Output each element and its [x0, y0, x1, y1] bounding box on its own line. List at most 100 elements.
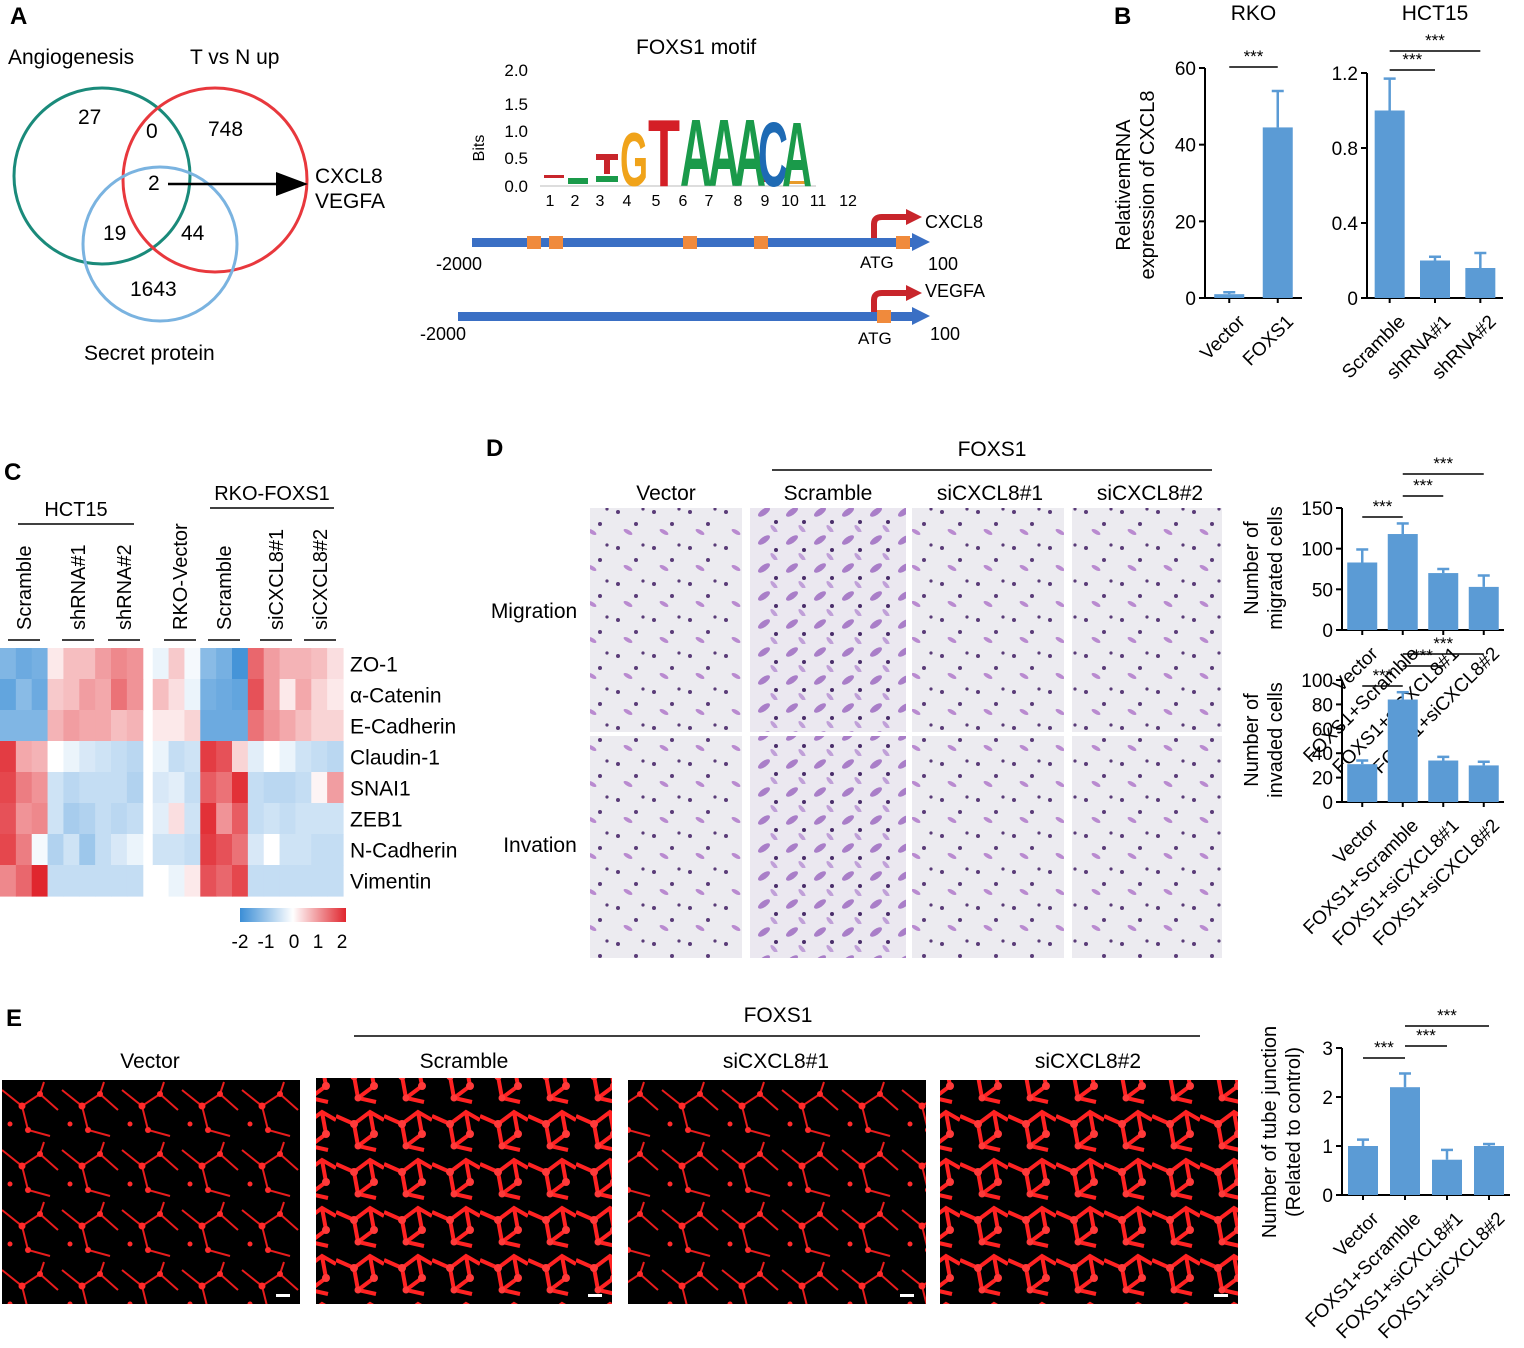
heatmap-cell: [232, 679, 249, 711]
heatmap-cell: [31, 834, 49, 866]
venn-set3-label: Secret protein: [84, 342, 215, 365]
heatmap-cell: [200, 772, 217, 804]
chart-d-invasion-significance-label: ***: [1433, 634, 1453, 653]
heatmap-cell: [111, 834, 128, 866]
binding-site: [877, 310, 891, 323]
heatmap-cell: [126, 710, 144, 742]
heatmap-cell: [168, 710, 186, 742]
chart-b-hct15-bar: [1374, 110, 1405, 298]
heatmap-cell: [47, 772, 65, 804]
heatmap-cell: [232, 865, 249, 897]
panel-c-letter: C: [4, 459, 21, 486]
heatmap-cell: [279, 772, 297, 804]
promoter-atg-label: ATG: [860, 253, 894, 272]
heatmap-cell: [0, 679, 17, 711]
heatmap-cell: [311, 834, 328, 866]
micrograph-migration-sicxcl8-2: [1072, 508, 1222, 732]
heatmap-cell: [152, 679, 170, 711]
condition-label: Scramble: [784, 482, 873, 505]
binding-site: [754, 236, 768, 249]
motif-ylabel: Bits: [471, 135, 488, 162]
heatmap-group1-label: HCT15: [44, 499, 107, 521]
heatmap-cell: [247, 741, 265, 773]
venn-circle-angiogenesis: [12, 86, 192, 266]
panel-a-letter: A: [10, 3, 27, 30]
motif-positions: 1 2 3 4 5 6 7 8 9 10 11 12: [546, 193, 857, 210]
heatmap: [0, 648, 344, 897]
heatmap-color-scale: [240, 908, 346, 922]
promoter-atg-label: ATG: [858, 329, 892, 348]
scale-label: 1: [313, 932, 324, 953]
heatmap-cell: [232, 772, 249, 804]
tss-arrow: [871, 214, 908, 238]
scale-label: -1: [258, 932, 275, 953]
binding-site: [896, 236, 910, 249]
binding-site: [683, 236, 697, 249]
chart-b-rko-title: RKO: [1231, 2, 1277, 25]
chart-b-rko-category-label: FOXS1: [1239, 311, 1298, 370]
motif-position: 3: [596, 193, 605, 210]
heatmap-gene-label: α-Catenin: [350, 685, 442, 708]
condition-label: Vector: [636, 482, 696, 505]
heatmap-column-label: RKO-Vector: [170, 523, 192, 630]
chart-d-invasion-ytick-label: 0: [1322, 793, 1333, 814]
panel-e: E FOXS1 Vector Scramble siCXCL8#1 siCXCL…: [2, 1004, 1510, 1343]
scale-bar: [900, 1294, 914, 1297]
heatmap-cell: [152, 710, 170, 742]
heatmap-cell: [327, 648, 344, 680]
chart-d-invasion-ytick-label: 80: [1312, 695, 1333, 716]
scale-bar: [1214, 1294, 1228, 1297]
heatmap-cell: [111, 803, 128, 835]
heatmap-cell: [15, 648, 33, 680]
heatmap-cell: [168, 865, 186, 897]
chart-e-tube-bar: [1390, 1087, 1420, 1195]
scale-label: -2: [232, 932, 249, 953]
venn-diagram: Angiogenesis T vs N up Secret protein 27…: [8, 46, 385, 365]
panel-b-ylabel-line2: expression of CXCL8: [1137, 91, 1159, 280]
heatmap-cell: [279, 648, 297, 680]
tube-condition-label: siCXCL8#1: [723, 1050, 829, 1073]
heatmap-cell: [95, 648, 112, 680]
heatmap-cell: [311, 803, 328, 835]
heatmap-cell: [95, 710, 112, 742]
micrograph-migration-sicxcl8-1: [912, 508, 1064, 732]
venn-count-angio-only: 27: [78, 106, 101, 129]
heatmap-cell: [31, 865, 49, 897]
row-label-invasion: Invation: [503, 834, 577, 857]
heatmap-cell: [0, 741, 17, 773]
heatmap-cell: [327, 803, 344, 835]
heatmap-cell: [63, 803, 80, 835]
heatmap-gene-label: ZO-1: [350, 654, 398, 677]
heatmap-cell: [31, 803, 49, 835]
venn-count-tvsn-only: 748: [208, 118, 243, 141]
chart-d-migration-ytick-label: 150: [1301, 499, 1333, 520]
heatmap-cell: [311, 772, 328, 804]
heatmap-cell: [295, 772, 312, 804]
chart-d-invasion-ylabel-2: invaded cells: [1265, 682, 1287, 798]
heatmap-cell: [311, 648, 328, 680]
binding-site: [527, 236, 541, 249]
tube-image-sicxcl8-2: [940, 1080, 1238, 1304]
chart-d-migration-significance-label: ***: [1373, 497, 1393, 516]
heatmap-cell: [79, 803, 96, 835]
tube-condition-label: Vector: [120, 1050, 180, 1073]
chart-d-migration-ytick-label: 50: [1312, 580, 1333, 601]
promoter-gene-label: VEGFA: [925, 281, 985, 301]
heatmap-gene-labels: ZO-1 α-Catenin E-Cadherin Claudin-1 SNAI1 ZEB…: [350, 654, 457, 894]
heatmap-cell: [152, 803, 170, 835]
motif-position: 1: [546, 193, 555, 210]
heatmap-cell: [31, 741, 49, 773]
motif-letter: T: [648, 100, 680, 207]
heatmap-cell: [152, 648, 170, 680]
chart-d-invasion-ylabel-1: Number of: [1241, 693, 1263, 787]
motif-ytick: 1.5: [504, 95, 528, 114]
motif-position: 12: [839, 193, 857, 210]
tube-condition-label: Scramble: [420, 1050, 509, 1073]
heatmap-cell: [31, 772, 49, 804]
heatmap-cell: [263, 772, 281, 804]
heatmap-cell: [184, 772, 201, 804]
heatmap-cell: [216, 648, 233, 680]
heatmap-cell: [200, 834, 217, 866]
